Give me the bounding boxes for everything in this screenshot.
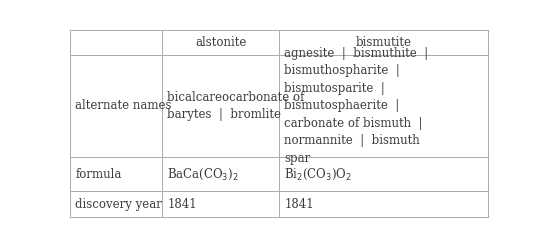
Text: bicalcareocarbonate of
barytes  |  bromlite: bicalcareocarbonate of barytes | bromlit…	[167, 91, 305, 121]
Text: discovery year: discovery year	[75, 197, 162, 210]
Text: formula: formula	[75, 168, 122, 181]
Text: agnesite  |  bismuthite  |
bismuthospharite  |
bismutosparite  |
bismutosphaerit: agnesite | bismuthite | bismuthospharite…	[284, 47, 428, 165]
Text: 1841: 1841	[167, 197, 197, 210]
Text: alternate names: alternate names	[75, 99, 172, 112]
Text: Bi$_2$(CO$_3$)O$_2$: Bi$_2$(CO$_3$)O$_2$	[284, 167, 352, 182]
Text: BaCa(CO$_3$)$_2$: BaCa(CO$_3$)$_2$	[167, 167, 239, 182]
Text: alstonite: alstonite	[195, 36, 246, 49]
Text: bismutite: bismutite	[356, 36, 412, 49]
Text: 1841: 1841	[284, 197, 314, 210]
